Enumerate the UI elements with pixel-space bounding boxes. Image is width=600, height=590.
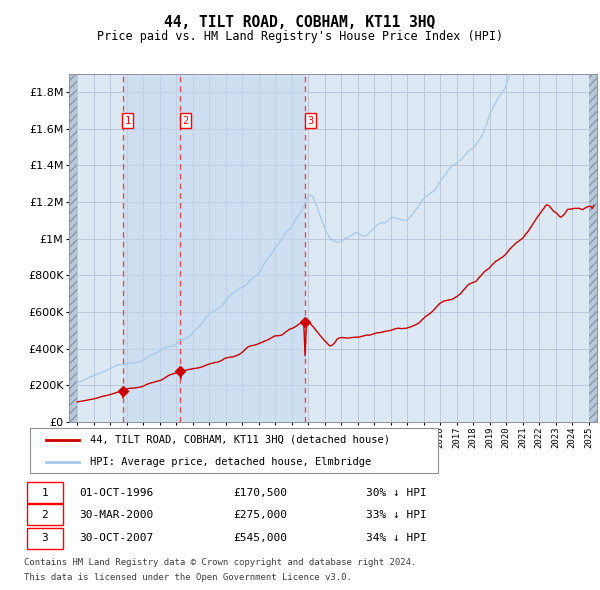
Text: 34% ↓ HPI: 34% ↓ HPI	[366, 533, 427, 543]
Text: 1: 1	[41, 488, 49, 497]
Text: 30-MAR-2000: 30-MAR-2000	[79, 510, 154, 520]
Text: 44, TILT ROAD, COBHAM, KT11 3HQ (detached house): 44, TILT ROAD, COBHAM, KT11 3HQ (detache…	[90, 435, 390, 445]
Text: HPI: Average price, detached house, Elmbridge: HPI: Average price, detached house, Elmb…	[90, 457, 371, 467]
Text: 44, TILT ROAD, COBHAM, KT11 3HQ: 44, TILT ROAD, COBHAM, KT11 3HQ	[164, 15, 436, 30]
Text: 2: 2	[41, 510, 49, 520]
Bar	[181, 74, 305, 422]
Text: 1: 1	[125, 116, 131, 126]
Text: 3: 3	[307, 116, 314, 126]
FancyBboxPatch shape	[29, 428, 438, 473]
Text: £170,500: £170,500	[234, 488, 288, 497]
Text: 3: 3	[41, 533, 49, 543]
Bar	[589, 74, 597, 422]
Bar	[589, 74, 597, 422]
Text: Contains HM Land Registry data © Crown copyright and database right 2024.: Contains HM Land Registry data © Crown c…	[24, 558, 416, 567]
Text: This data is licensed under the Open Government Licence v3.0.: This data is licensed under the Open Gov…	[24, 573, 352, 582]
Text: £545,000: £545,000	[234, 533, 288, 543]
Text: 01-OCT-1996: 01-OCT-1996	[79, 488, 154, 497]
Text: 33% ↓ HPI: 33% ↓ HPI	[366, 510, 427, 520]
Text: 30-OCT-2007: 30-OCT-2007	[79, 533, 154, 543]
Text: £275,000: £275,000	[234, 510, 288, 520]
Bar	[122, 74, 181, 422]
Text: Price paid vs. HM Land Registry's House Price Index (HPI): Price paid vs. HM Land Registry's House …	[97, 30, 503, 43]
FancyBboxPatch shape	[27, 528, 62, 549]
Text: 30% ↓ HPI: 30% ↓ HPI	[366, 488, 427, 497]
Bar	[69, 74, 77, 422]
FancyBboxPatch shape	[27, 504, 62, 525]
FancyBboxPatch shape	[27, 483, 62, 503]
Text: 2: 2	[182, 116, 188, 126]
Bar	[69, 74, 77, 422]
